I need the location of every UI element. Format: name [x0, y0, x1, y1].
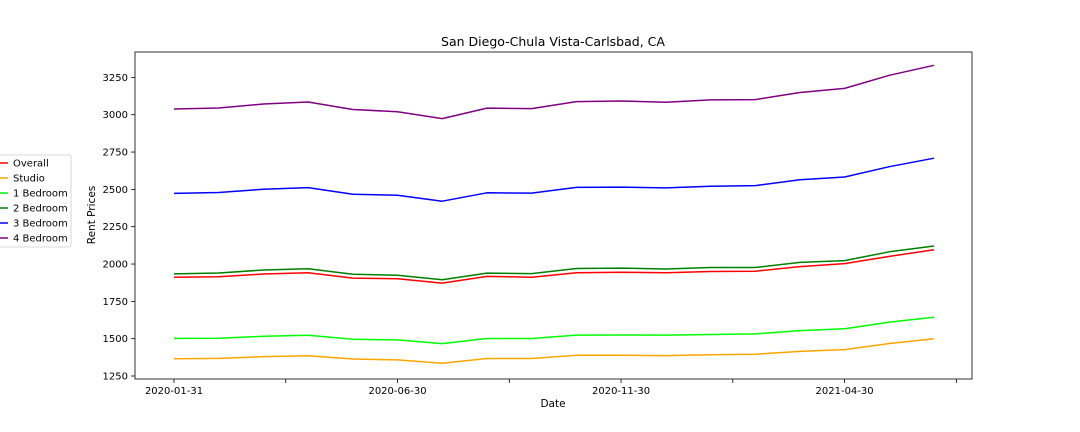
x-tick-label: 2021-04-30: [816, 386, 874, 397]
series-line-4-bedroom: [173, 64, 935, 120]
x-axis-label: Date: [540, 398, 565, 410]
plot-frame: [134, 51, 973, 380]
series-line-2-bedroom: [173, 245, 935, 281]
y-tick-label: 1750: [103, 297, 128, 308]
y-tick-label: 3250: [103, 73, 128, 84]
legend-label: 1 Bedroom: [13, 189, 68, 200]
y-tick-label: 2250: [103, 222, 128, 233]
legend-label: Overall: [13, 159, 49, 170]
legend-box: [0, 154, 72, 248]
legend-label: Studio: [13, 174, 45, 185]
series-line-1-bedroom: [173, 316, 935, 345]
legend: Overall Studio 1 Bedroom 2 Bedroom 3 Bedroom…: [0, 154, 72, 248]
axes: 1250 1500 1750 2000 2250 2500 2750 3000 3250 2020…: [103, 51, 973, 397]
legend-label: 4 Bedroom: [13, 234, 68, 245]
series-line-studio: [173, 337, 935, 364]
series-line-overall: [173, 248, 935, 284]
y-tick-label: 1500: [103, 334, 128, 345]
legend-label: 3 Bedroom: [13, 219, 68, 230]
chart-title: San Diego-Chula Vista-Carlsbad, CA: [441, 34, 665, 49]
y-axis-label: Rent Prices: [86, 186, 98, 244]
x-tick-label: 2020-01-31: [145, 386, 203, 397]
series-lines: [173, 64, 935, 364]
y-tick-label: 2500: [103, 185, 128, 196]
y-tick-label: 2750: [103, 148, 128, 159]
x-tick-label: 2020-11-30: [592, 386, 650, 397]
series-line-3-bedroom: [173, 157, 935, 202]
y-tick-label: 3000: [103, 110, 128, 121]
legend-label: 2 Bedroom: [13, 204, 68, 215]
y-tick-label: 1250: [103, 372, 128, 383]
y-tick-label: 2000: [103, 260, 128, 271]
x-tick-label: 2020-06-30: [368, 386, 426, 397]
